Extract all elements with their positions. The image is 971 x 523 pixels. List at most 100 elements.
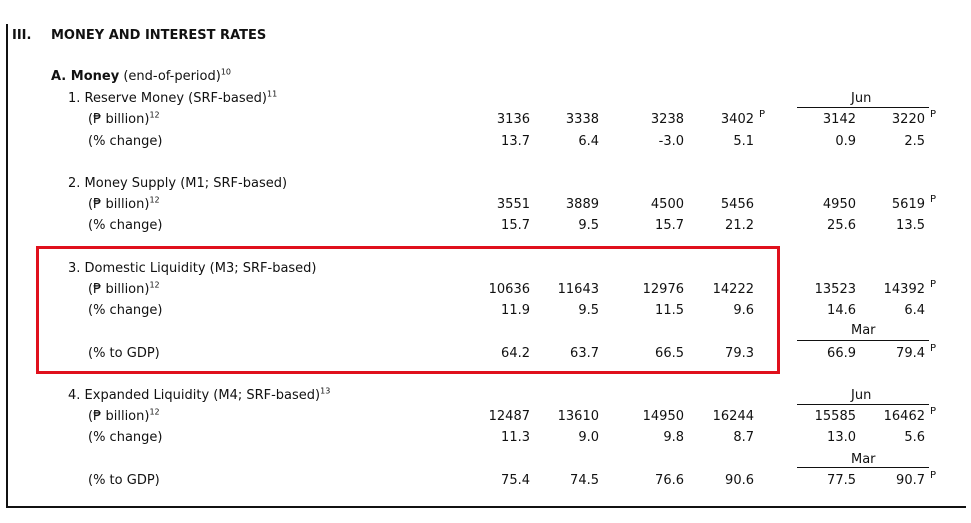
value-cell: 5456 [720,197,754,212]
value-cell: 74.5 [570,473,599,488]
value-cell: 9.5 [578,218,599,233]
period-underline [797,404,929,405]
value-cell: 13610 [557,409,599,424]
value-cell: 6.4 [904,303,925,318]
value-cell: 3142 [822,112,856,127]
value-cell: 9.8 [663,430,684,445]
item-title: 4. Expanded Liquidity (M4; SRF-based)13 [68,386,331,403]
value-cell: 10636 [488,282,530,297]
value-cell: 14950 [642,409,684,424]
row-label: (₱ billion)12 [88,110,160,127]
value-cell: 9.6 [733,303,754,318]
row-label: (₱ billion)12 [88,195,160,212]
preliminary-marker: P [930,406,937,417]
value-cell: 15.7 [655,218,684,233]
value-cell: 15.7 [501,218,530,233]
period-underline [797,467,929,468]
value-cell: 13.0 [827,430,856,445]
value-cell: 3136 [496,112,530,127]
value-cell: 12487 [488,409,530,424]
value-cell: 8.7 [733,430,754,445]
value-cell: 14392 [883,282,925,297]
value-cell: 16462 [883,409,925,424]
value-cell: 15585 [814,409,856,424]
value-cell: 14.6 [827,303,856,318]
subsection-heading: A. Money (end-of-period)10 [51,67,232,85]
value-cell: 25.6 [827,218,856,233]
value-cell: 3338 [565,112,599,127]
value-cell: 11.3 [501,430,530,445]
value-cell: 77.5 [827,473,856,488]
period-underline [797,340,929,341]
preliminary-marker: P [930,470,937,481]
footnote-marker: 11 [267,89,278,99]
section-number: III. [12,28,32,43]
bottom-border [6,506,966,508]
value-cell: 6.4 [578,134,599,149]
period-header-jun: Jun [851,91,872,106]
value-cell: 5.1 [733,134,754,149]
value-cell: 4950 [822,197,856,212]
period-header-jun: Jun [851,388,872,403]
value-cell: 14222 [712,282,754,297]
section-title: MONEY AND INTEREST RATES [51,28,267,43]
highlight-box [36,246,780,374]
value-cell: 90.7 [896,473,925,488]
period-underline [797,107,929,108]
row-label: (% change) [88,134,163,149]
footnote-marker: 10 [220,67,232,77]
value-cell: 16244 [712,409,754,424]
value-cell: 13.5 [896,218,925,233]
period-header-mar: Mar [851,323,876,338]
row-label: (% change) [88,303,163,318]
value-cell: 5619 [891,197,925,212]
value-cell: 3220 [891,112,925,127]
value-cell: 3238 [650,112,684,127]
value-cell: 13523 [814,282,856,297]
subsection-note: (end-of-period) [123,69,221,84]
value-cell: 21.2 [725,218,754,233]
preliminary-marker: P [930,279,937,290]
value-cell: 13.7 [501,134,530,149]
row-label: (% change) [88,430,163,445]
value-cell: 9.0 [578,430,599,445]
preliminary-marker: P [930,109,937,120]
preliminary-marker: P [759,109,766,120]
value-cell: 0.9 [835,134,856,149]
row-label: (₱ billion)12 [88,407,160,424]
item-title: 1. Reserve Money (SRF-based)11 [68,89,278,106]
value-cell: 3889 [565,197,599,212]
value-cell: 2.5 [904,134,925,149]
value-cell: 63.7 [570,346,599,361]
value-cell: 11.5 [655,303,684,318]
preliminary-marker: P [930,194,937,205]
value-cell: 76.6 [655,473,684,488]
value-cell: -3.0 [658,134,684,149]
value-cell: 4500 [650,197,684,212]
value-cell: 3402 [720,112,754,127]
value-cell: 66.9 [827,346,856,361]
left-border [6,24,8,508]
item-title: 2. Money Supply (M1; SRF-based) [68,176,288,191]
value-cell: 3551 [496,197,530,212]
row-label: (% change) [88,218,163,233]
subsection-label: A. Money [51,69,120,84]
value-cell: 9.5 [578,303,599,318]
value-cell: 79.3 [725,346,754,361]
value-cell: 75.4 [501,473,530,488]
value-cell: 66.5 [655,346,684,361]
value-cell: 11.9 [501,303,530,318]
footnote-marker: 13 [320,386,331,396]
row-label: (% to GDP) [88,346,160,361]
value-cell: 79.4 [896,346,925,361]
item-title: 3. Domestic Liquidity (M3; SRF-based) [68,261,317,276]
value-cell: 5.6 [904,430,925,445]
row-label: (₱ billion)12 [88,280,160,297]
preliminary-marker: P [930,343,937,354]
value-cell: 64.2 [501,346,530,361]
row-label: (% to GDP) [88,473,160,488]
value-cell: 11643 [557,282,599,297]
value-cell: 12976 [642,282,684,297]
period-header-mar: Mar [851,452,876,467]
value-cell: 90.6 [725,473,754,488]
